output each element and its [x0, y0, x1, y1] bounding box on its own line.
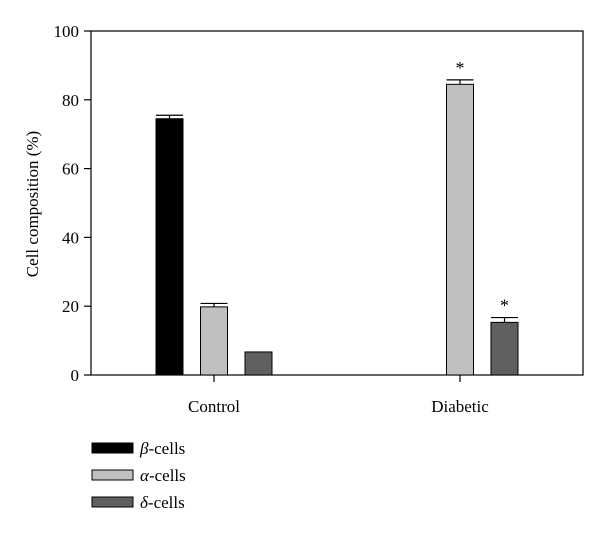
- legend-swatch: [91, 469, 134, 481]
- y-axis-label: Cell composition (%): [23, 131, 42, 277]
- y-axis: 0 20 40 60 80 100: [54, 22, 91, 385]
- legend-label: δ-cells: [140, 493, 185, 512]
- significance-mark: *: [500, 296, 509, 316]
- legend-swatch: [91, 442, 134, 454]
- y-tick-label: 80: [62, 91, 79, 110]
- bar: [244, 351, 273, 376]
- x-tick-label: Diabetic: [431, 397, 489, 416]
- significance-mark: *: [456, 58, 465, 78]
- legend-suffix: -cells: [148, 493, 185, 512]
- plot-frame: [90, 30, 584, 376]
- y-tick-label: 100: [54, 22, 80, 41]
- legend-suffix: -cells: [149, 466, 186, 485]
- bar: [490, 321, 519, 376]
- y-tick-label: 40: [62, 228, 79, 247]
- bar: [446, 83, 474, 376]
- y-tick-label: 60: [62, 160, 79, 179]
- y-tick-label: 20: [62, 297, 79, 316]
- x-tick-label: Control: [188, 397, 240, 416]
- legend-symbol: δ: [140, 493, 149, 512]
- bars: **: [155, 58, 519, 376]
- legend-symbol: α: [140, 466, 150, 485]
- plot-area: [90, 30, 584, 376]
- y-tick-label: 0: [71, 366, 80, 385]
- bar: [155, 118, 184, 376]
- x-axis: Control Diabetic: [188, 375, 489, 416]
- legend-label: β-cells: [139, 439, 185, 458]
- bar: [200, 306, 228, 376]
- legend-label: α-cells: [140, 466, 186, 485]
- legend-symbol: β: [139, 439, 149, 458]
- legend-swatch: [91, 496, 134, 508]
- legend-suffix: -cells: [148, 439, 185, 458]
